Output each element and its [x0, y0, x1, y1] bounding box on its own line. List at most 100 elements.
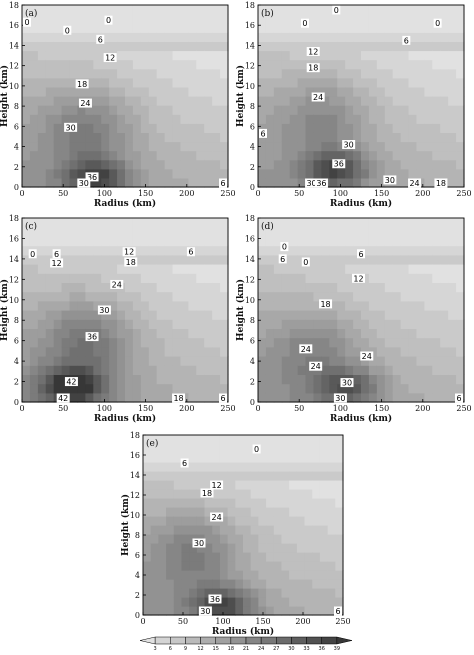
shade-cell [220, 245, 229, 256]
shade-cell [296, 480, 306, 490]
shade-cell [273, 227, 283, 237]
shade-cell [319, 489, 329, 499]
shade-cell [45, 374, 55, 385]
shade-cell [305, 123, 315, 133]
shade-cell [337, 337, 346, 348]
shade-cell [456, 50, 465, 61]
shade-cell [53, 236, 63, 247]
y-tick-label: 12 [245, 275, 255, 284]
shade-cell [132, 168, 142, 179]
shade-cell [368, 168, 378, 179]
shade-cell [125, 41, 134, 52]
shade-cell [281, 114, 291, 124]
shade-cell [156, 245, 166, 256]
shade-cell [148, 50, 158, 61]
colorbar-tick-label: 6 [169, 646, 172, 652]
shade-cell [53, 123, 63, 133]
shade-cell [158, 561, 167, 571]
shade-cell [273, 525, 283, 535]
shade-cell [37, 105, 47, 115]
shade-cell [37, 254, 47, 265]
contour-label-bg [252, 444, 261, 454]
shade-cell [101, 282, 110, 293]
x-tick-label: 50 [58, 404, 68, 413]
shade-cell [297, 300, 307, 311]
shade-cell [156, 300, 166, 311]
shade-cell [448, 150, 457, 161]
y-tick-label: 0 [14, 183, 19, 192]
shade-cell [353, 50, 362, 61]
shade-cell [219, 444, 229, 454]
contour-label-bg [333, 393, 347, 403]
shade-cell [188, 356, 197, 366]
shade-cell [132, 227, 142, 237]
shade-cell [180, 365, 189, 375]
shade-cell [158, 543, 167, 553]
shade-cell [212, 105, 221, 115]
y-tick-label: 0 [14, 398, 19, 407]
contour-label: 6 [220, 394, 225, 403]
shade-cell [156, 96, 166, 106]
shade-cell [368, 59, 378, 70]
shade-cell [432, 310, 441, 320]
shade-cell [392, 5, 402, 15]
contour-label-bg [103, 53, 117, 63]
shade-cell [132, 236, 142, 247]
shade-cell [172, 337, 182, 348]
shade-cell [227, 561, 236, 571]
shade-cell [329, 383, 338, 394]
shade-cell [281, 159, 291, 170]
shade-cell [180, 77, 189, 88]
shade-cell [117, 319, 126, 329]
shade-cell [109, 374, 118, 385]
shade-cell [164, 141, 174, 152]
shade-cell [53, 300, 63, 311]
shade-cell [227, 534, 236, 544]
shade-cell [166, 489, 175, 499]
shade-cell [289, 392, 299, 403]
contour-label: 18 [202, 489, 212, 498]
shade-cell [273, 310, 283, 320]
contour-label: 0 [24, 18, 29, 27]
contour-label-bg [56, 393, 70, 403]
shade-cell [250, 552, 259, 562]
shade-cell [408, 273, 418, 283]
shade-cell [219, 570, 229, 580]
shade-cell [156, 105, 166, 115]
shade-cell [189, 471, 198, 481]
colorbar-tick-label: 27 [273, 646, 279, 652]
x-tick-label: 50 [294, 189, 304, 198]
shade-cell [313, 264, 322, 274]
shade-cell [281, 77, 291, 88]
y-tick-label: 16 [245, 21, 255, 30]
shade-cell [93, 96, 102, 106]
shade-cell [361, 319, 370, 329]
shade-cell [258, 273, 267, 283]
shade-cell [219, 597, 229, 607]
shade-cell [85, 23, 94, 33]
shade-cell [273, 356, 283, 366]
shade-cell [196, 462, 206, 472]
shade-cell [117, 346, 126, 357]
shade-cell [181, 516, 190, 526]
shade-cell [368, 123, 378, 133]
shade-cell [22, 177, 31, 188]
shade-cell [204, 291, 213, 302]
shade-cell [296, 471, 306, 481]
shade-cell [132, 365, 142, 375]
shade-cell [400, 319, 410, 329]
shade-cell [408, 5, 418, 15]
plot-frame [21, 217, 229, 403]
shade-cell [329, 300, 338, 311]
shade-cell [376, 141, 386, 152]
shade-cell [376, 32, 386, 42]
shade-cell [313, 273, 322, 283]
shade-cell [281, 123, 291, 133]
shade-cell [305, 300, 315, 311]
shade-cell [384, 282, 394, 293]
shade-cell [313, 319, 322, 329]
shade-cell [408, 328, 418, 339]
shade-cell [140, 328, 150, 339]
shade-cell [329, 41, 338, 52]
y-tick-label: 18 [245, 1, 255, 10]
